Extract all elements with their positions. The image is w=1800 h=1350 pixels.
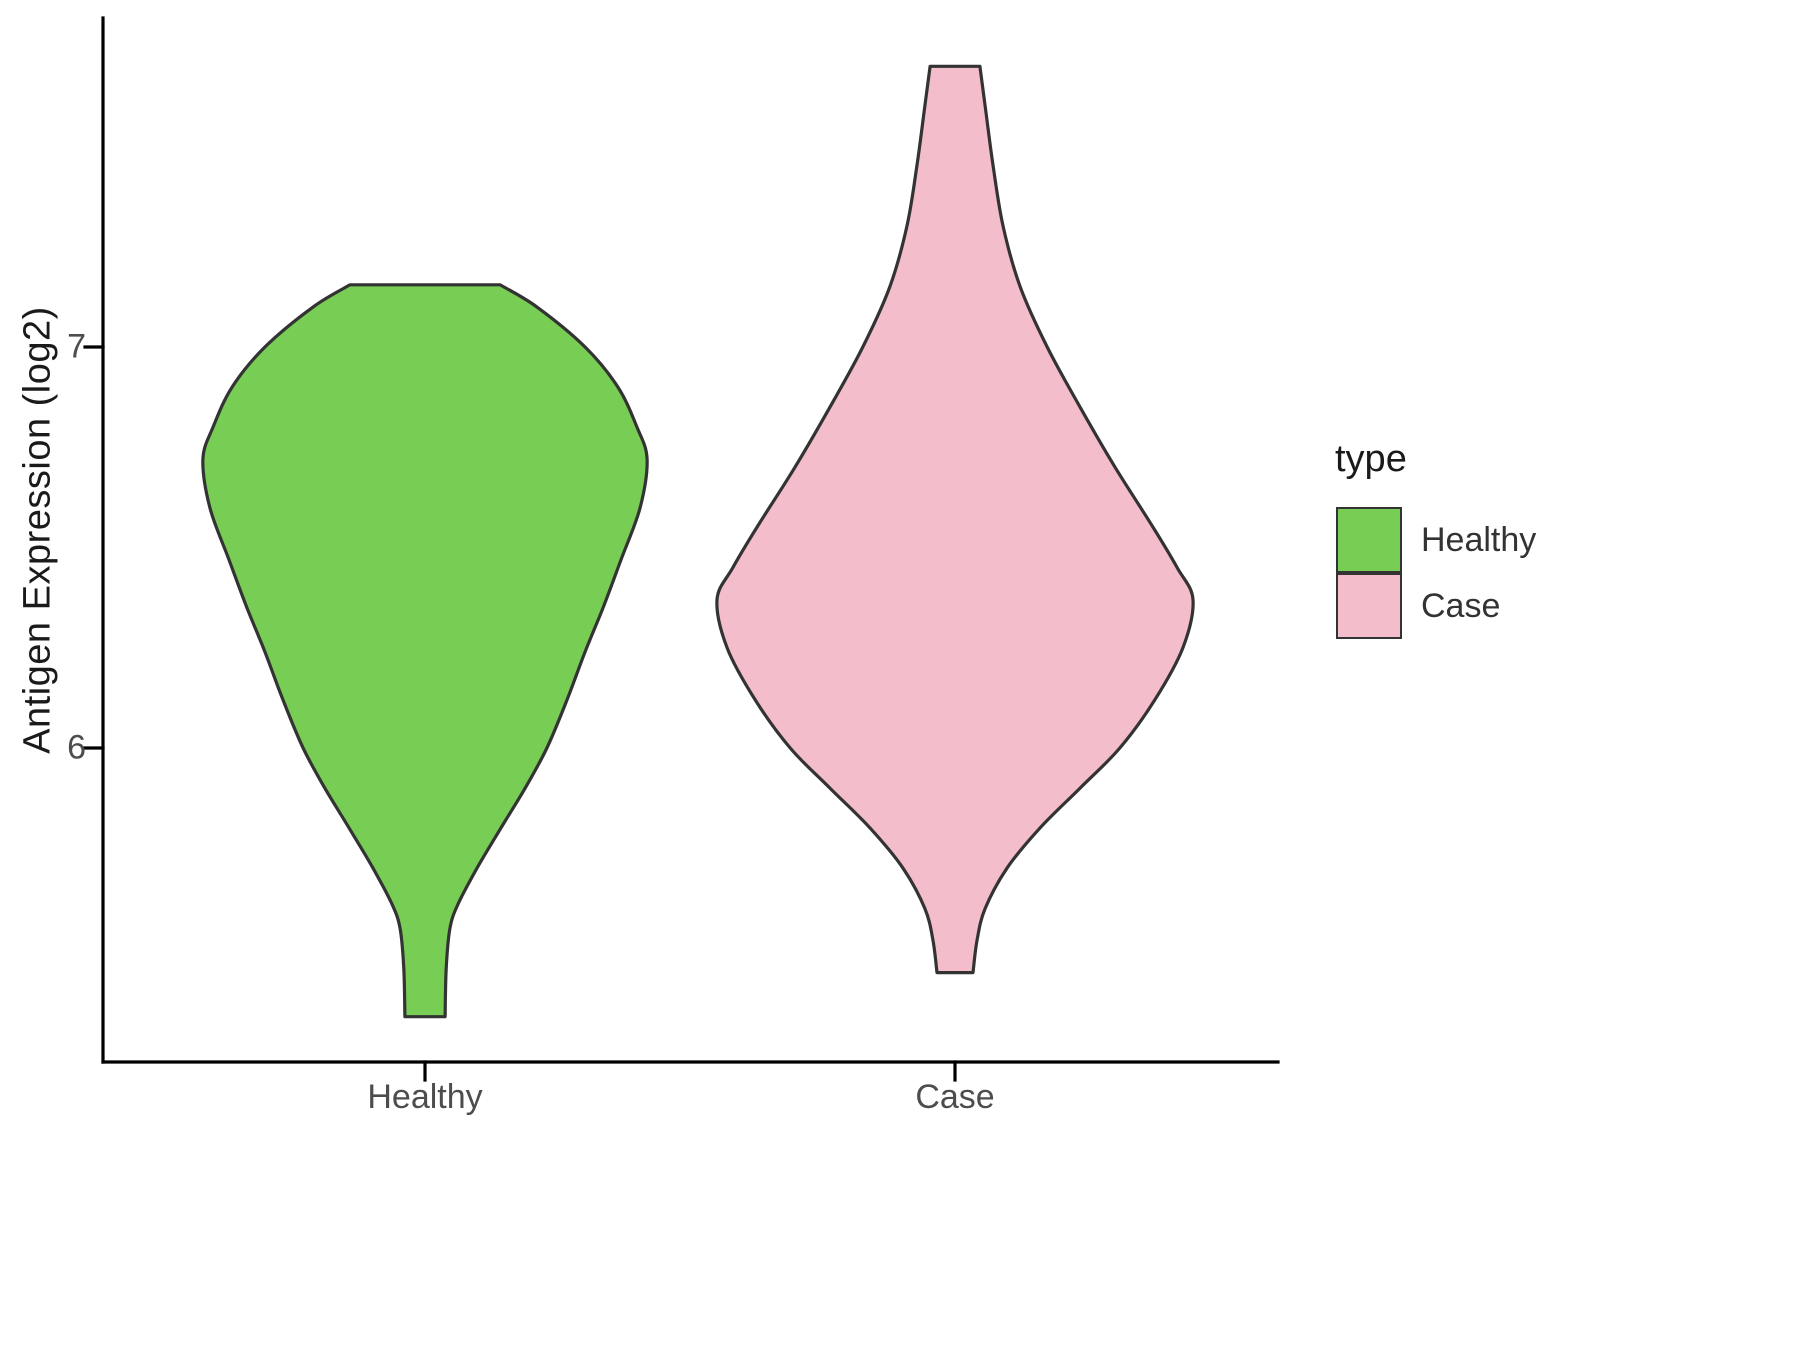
legend-item-healthy: Healthy bbox=[1335, 507, 1536, 573]
violin-case bbox=[715, 64, 1195, 975]
legend-key-healthy-rect bbox=[1336, 507, 1402, 573]
violins-group bbox=[201, 64, 1195, 1019]
legend: type Healthy Case bbox=[1335, 438, 1536, 639]
y-tick-label-7: 7 bbox=[67, 327, 86, 366]
legend-label-case: Case bbox=[1421, 586, 1501, 625]
violin-healthy bbox=[201, 283, 649, 1019]
legend-title: type bbox=[1335, 438, 1407, 480]
legend-key-healthy-swatch bbox=[1336, 507, 1402, 573]
y-tick-label-6: 6 bbox=[67, 728, 86, 767]
legend-label-healthy: Healthy bbox=[1421, 520, 1537, 559]
legend-key-case-swatch bbox=[1336, 573, 1402, 639]
x-tick-label-case: Case bbox=[915, 1078, 995, 1116]
legend-key-case-rect bbox=[1336, 573, 1402, 639]
y-axis-title: Antigen Expression (log2) bbox=[16, 306, 59, 754]
axes-group bbox=[83, 16, 1280, 1082]
x-tick-label-healthy: Healthy bbox=[367, 1078, 483, 1116]
legend-item-case: Case bbox=[1335, 573, 1536, 639]
